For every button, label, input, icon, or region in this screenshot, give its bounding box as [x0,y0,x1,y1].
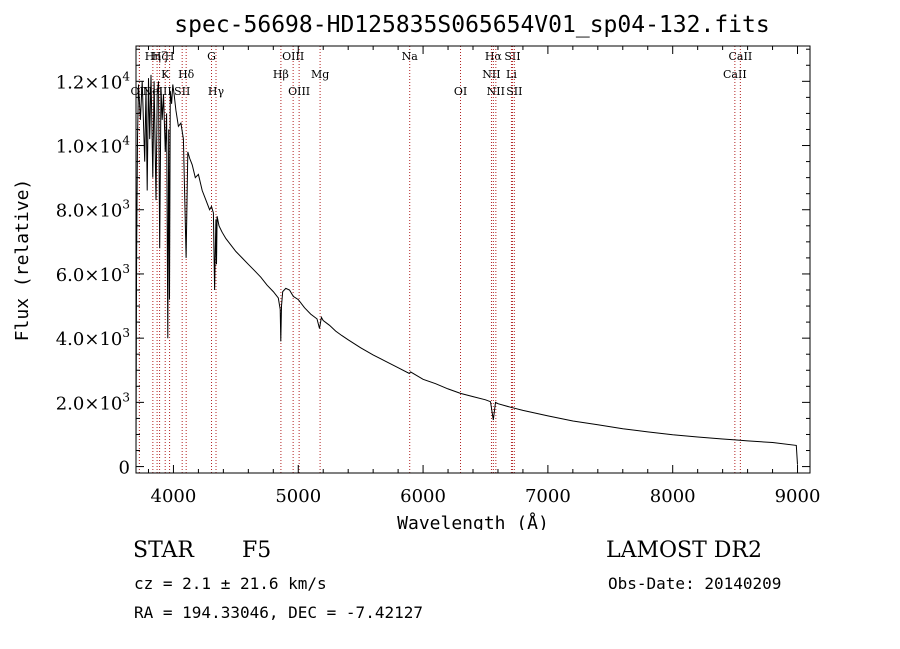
x-tick-label: 7000 [525,486,571,507]
chart-title: spec-56698-HD125835S065654V01_sp04-132.f… [174,12,769,38]
line-label: SII [504,50,520,63]
line-label: Hα [485,50,503,63]
line-label: NII [482,68,500,81]
y-tick-label: 0 [119,458,130,479]
spectrum-chart: spec-56698-HD125835S065654V01_sp04-132.f… [12,12,821,530]
survey-name: LAMOST DR2 [606,538,762,563]
y-tick-label: 2.0×103 [56,390,130,414]
line-label: CaII [723,68,747,81]
line-label: CaII [729,50,753,63]
x-tick-label: 9000 [775,486,821,507]
line-label: H [165,50,175,63]
redshift-cz: cz = 2.1 ± 21.6 km/s [134,574,327,593]
line-label: Mg [311,68,329,81]
line-label: K [161,68,170,81]
object-class: STAR [133,538,194,563]
ra-dec-coordinates: RA = 194.33046, DEC = -7.42127 [134,603,423,622]
spectral-subclass: F5 [242,538,272,563]
y-tick-label: 1.2×104 [56,69,131,93]
line-label: Na [402,50,419,63]
x-tick-label: 5000 [275,486,321,507]
x-axis-label: Wavelength (Å) [397,512,549,530]
x-tick-label: 8000 [650,486,696,507]
plot-frame [135,45,811,474]
y-tick-label: 4.0×103 [56,326,130,350]
y-tick-label: 8.0×103 [56,198,130,222]
line-label: SII [174,85,190,98]
line-label: Hβ [273,68,289,81]
line-label: Li [506,68,517,81]
line-label: Hγ [208,85,225,98]
line-label: OIII [282,50,304,63]
line-label: OIII [288,85,310,98]
line-label: Hζ [152,50,168,63]
line-label: SII [506,85,522,98]
line-label: OI [454,85,467,98]
line-label: G [207,50,216,63]
y-axis: 0 2.0×103 4.0×103 6.0×103 8.0×103 1.0×104 1.2×… [56,48,810,479]
y-tick-label: 1.0×104 [56,134,131,158]
x-axis: 4000 5000 6000 7000 8000 9000 [147,46,821,507]
line-label: NII [487,85,505,98]
x-tick-label: 6000 [400,486,446,507]
x-tick-label: 4000 [151,486,197,507]
y-tick-label: 6.0×103 [56,262,130,286]
spectrum-line [135,74,798,465]
observation-date: Obs-Date: 20140209 [608,574,782,593]
line-label: Hη [145,50,161,63]
line-label: Hδ [178,68,195,81]
y-axis-label: Flux (relative) [12,179,33,342]
